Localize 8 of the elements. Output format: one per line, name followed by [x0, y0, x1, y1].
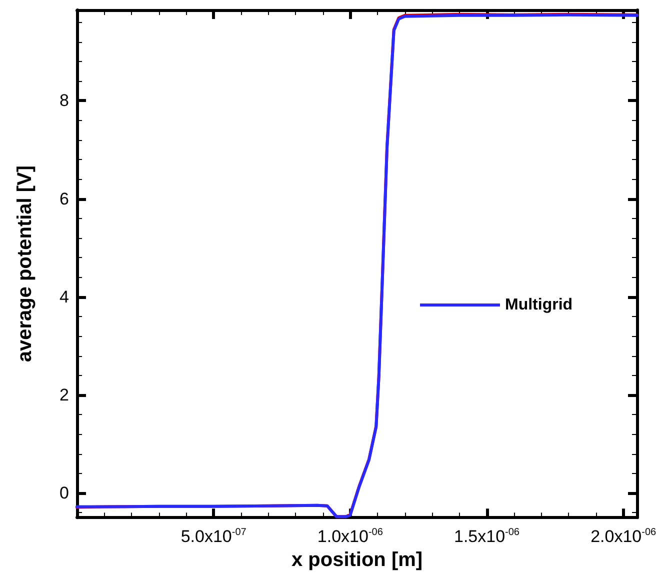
y-axis-title: average potential [V] [14, 165, 36, 362]
y-tick-label: 6 [60, 189, 69, 208]
legend-label: Multigrid [505, 296, 573, 314]
y-tick-label: 0 [60, 484, 69, 503]
y-tick-label: 4 [60, 287, 69, 306]
y-tick-label: 2 [60, 385, 69, 404]
x-axis-title: x position [m] [291, 549, 423, 571]
y-tick-label: 8 [60, 91, 69, 110]
